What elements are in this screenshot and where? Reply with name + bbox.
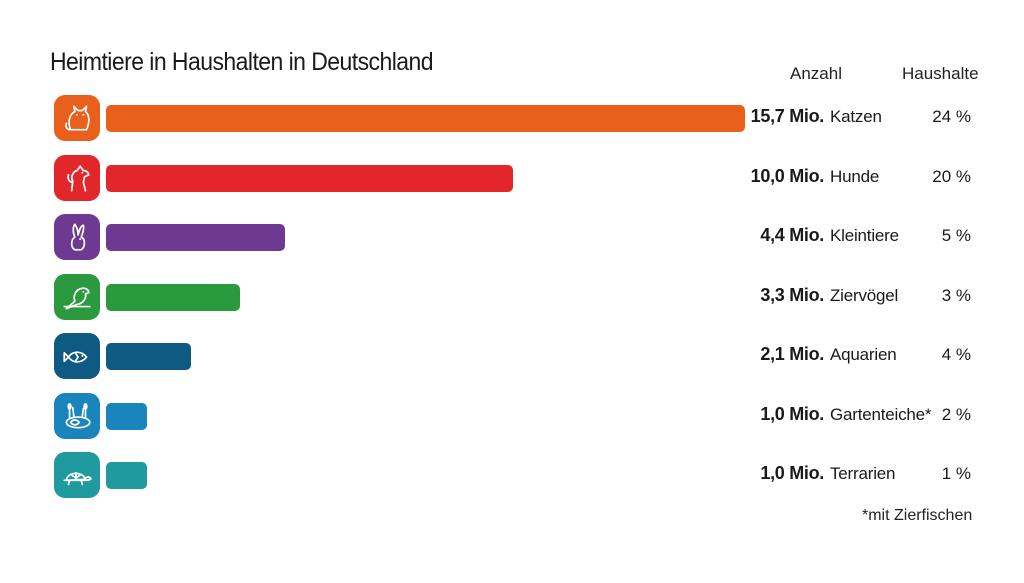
chart-row: 1,0 Mio. Terrarien 1 % xyxy=(0,450,1024,498)
category-label: Terrarien xyxy=(830,464,896,483)
household-share-label: 5 % xyxy=(941,226,971,245)
household-share-label: 3 % xyxy=(941,285,971,305)
parrot-icon xyxy=(54,273,100,320)
chart-title: Heimtiere in Haushalten in Deutschland xyxy=(50,48,434,76)
fish-icon xyxy=(54,333,100,379)
category-label: Hunde xyxy=(830,166,880,186)
pond-icon xyxy=(54,392,100,439)
category-label: Aquarien xyxy=(830,345,897,364)
value-label: 1,0 Mio. xyxy=(760,403,824,424)
category-label: Gartenteiche* xyxy=(830,404,932,424)
category-label: Ziervögel xyxy=(830,285,899,305)
household-share-label: 20 % xyxy=(932,166,971,186)
household-share-label: 1 % xyxy=(941,464,971,483)
bar xyxy=(106,462,147,489)
chart-row: 2,1 Mio. Aquarien 4 % xyxy=(0,331,1024,379)
column-header-households: Haushalte xyxy=(902,64,979,83)
household-share-label: 2 % xyxy=(941,404,971,424)
chart-row: 15,7 Mio. Katzen 24 % xyxy=(0,93,1024,141)
value-label: 1,0 Mio. xyxy=(760,463,824,483)
household-share-label: 4 % xyxy=(941,345,971,364)
value-label: 10,0 Mio. xyxy=(750,165,825,186)
bar xyxy=(106,283,241,311)
bar xyxy=(106,343,192,370)
chart-row: 10,0 Mio. Hunde 20 % xyxy=(0,153,1024,201)
bar xyxy=(106,105,745,132)
chart-row: 4,4 Mio. Kleintiere 5 % xyxy=(0,212,1024,260)
dog-icon xyxy=(54,154,100,201)
turtle-icon xyxy=(54,452,100,498)
value-label: 15,7 Mio. xyxy=(750,106,825,126)
bar xyxy=(106,402,147,430)
bar xyxy=(106,224,286,251)
chart-row: 1,0 Mio. Gartenteiche* 2 % xyxy=(0,391,1024,439)
value-label: 2,1 Mio. xyxy=(760,344,824,364)
column-header-count: Anzahl xyxy=(790,64,842,83)
household-share-label: 24 % xyxy=(932,107,971,126)
rabbit-icon xyxy=(54,214,100,260)
cat-icon xyxy=(54,95,100,141)
category-label: Katzen xyxy=(830,107,882,126)
value-label: 3,3 Mio. xyxy=(760,284,824,305)
chart-row: 3,3 Mio. Ziervögel 3 % xyxy=(0,272,1024,320)
footnote: *mit Zierfischen xyxy=(862,507,973,524)
bar xyxy=(106,164,513,192)
category-label: Kleintiere xyxy=(830,226,899,245)
value-label: 4,4 Mio. xyxy=(760,225,824,245)
